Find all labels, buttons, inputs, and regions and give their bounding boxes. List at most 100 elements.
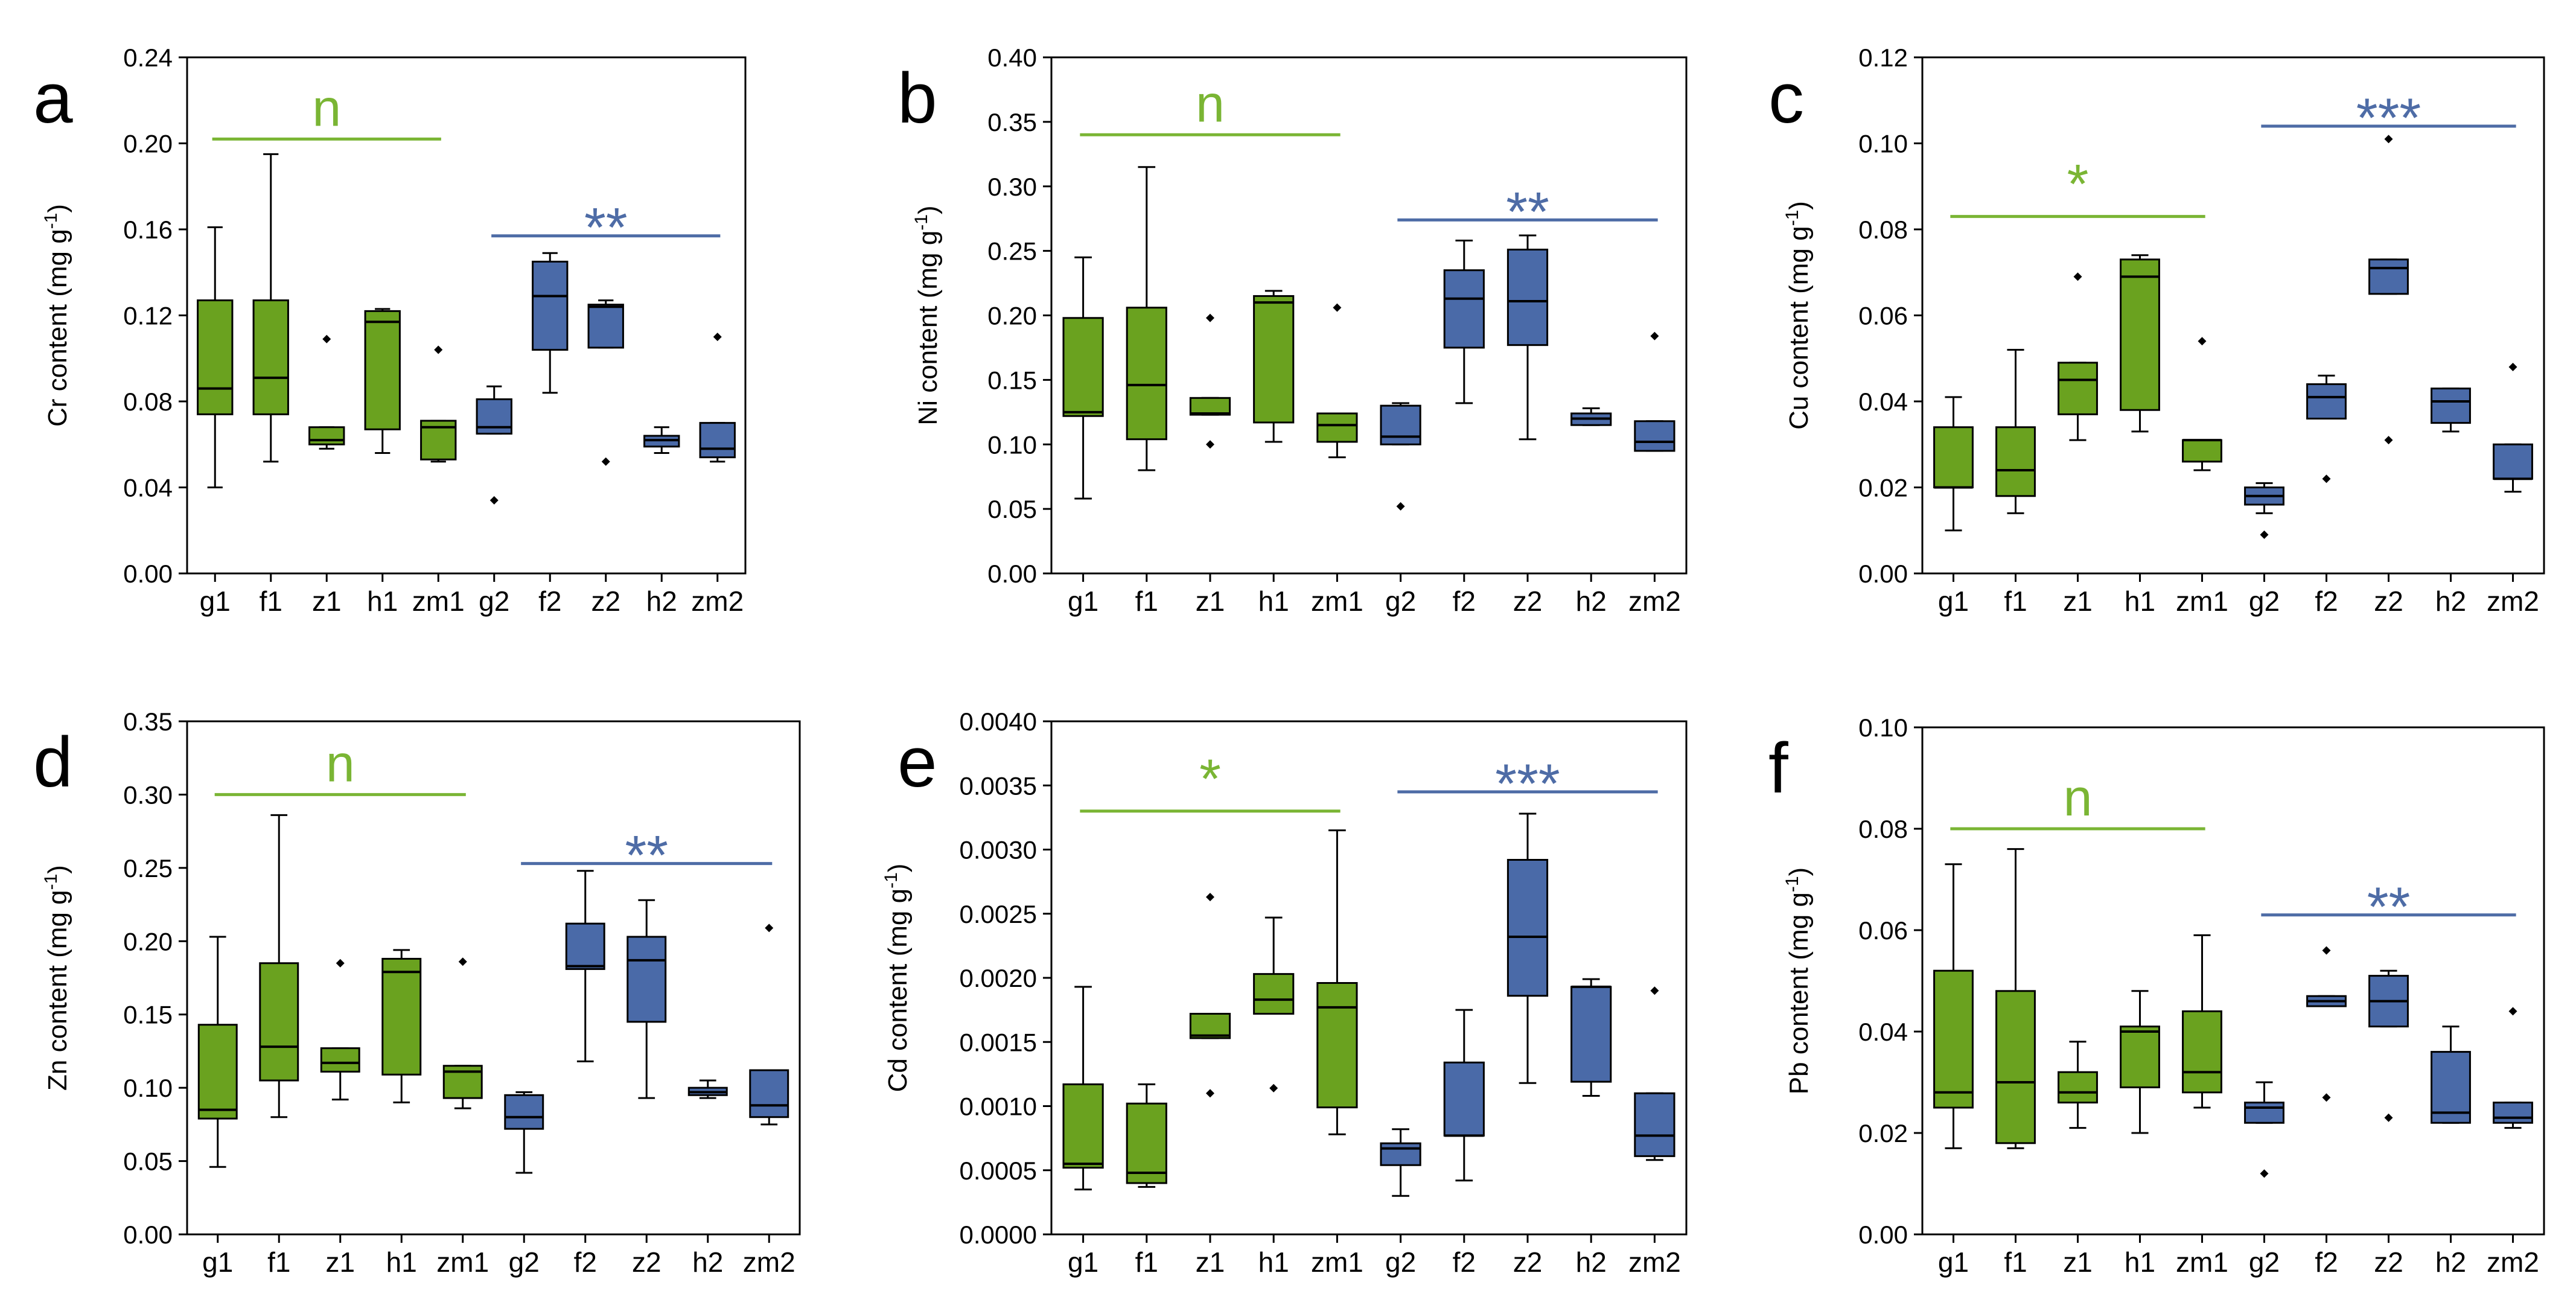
y-tick-label: 0.0040 xyxy=(960,707,1037,736)
box-body xyxy=(626,936,667,1023)
box-body xyxy=(565,922,605,970)
box-body xyxy=(2306,383,2347,420)
box-body xyxy=(308,426,345,445)
outlier-point xyxy=(2073,272,2082,281)
box-body xyxy=(364,310,401,430)
box-body xyxy=(2182,1010,2222,1094)
significance-label-group2: *** xyxy=(2356,88,2421,149)
box-f2 xyxy=(1443,1009,1485,1182)
box-h2 xyxy=(2431,388,2471,433)
y-tick-label: 0.35 xyxy=(123,707,173,736)
box-body xyxy=(1189,1013,1231,1039)
box-z1 xyxy=(2058,1041,2098,1129)
y-tick-label: 0.02 xyxy=(1858,1119,1908,1147)
box-body xyxy=(699,422,736,459)
outlier-point xyxy=(1333,303,1342,312)
box-body xyxy=(2120,1026,2160,1088)
y-tick-label: 0.10 xyxy=(987,430,1037,459)
x-tick-label: z1 xyxy=(312,585,342,617)
x-tick-label: f2 xyxy=(1453,1246,1476,1278)
box-body xyxy=(2493,443,2533,480)
x-tick-label: h2 xyxy=(1576,585,1607,617)
outlier-point xyxy=(2322,946,2331,955)
y-tick-label: 0.16 xyxy=(123,215,173,244)
y-tick-label: 0.00 xyxy=(987,560,1037,588)
box-f1 xyxy=(1995,349,2036,514)
x-tick-label: h1 xyxy=(386,1246,417,1278)
significance-label-group1: * xyxy=(2067,154,2089,215)
box-f1 xyxy=(1126,1083,1167,1188)
outlier-point xyxy=(713,333,722,342)
box-f1 xyxy=(252,153,289,463)
box-body xyxy=(476,398,512,435)
panel-label: c xyxy=(1768,59,1804,138)
y-tick-label: 0.04 xyxy=(1858,388,1908,416)
x-tick-label: z1 xyxy=(2063,1246,2093,1278)
y-tick-label: 0.08 xyxy=(1858,215,1908,244)
box-zm1 xyxy=(2182,934,2222,1109)
box-f1 xyxy=(1126,166,1167,471)
outlier-point xyxy=(458,957,467,966)
panel-label: f xyxy=(1768,729,1788,808)
box-body xyxy=(1126,307,1167,441)
box-f1 xyxy=(1995,848,2036,1149)
y-tick-label: 0.0005 xyxy=(960,1157,1037,1185)
x-tick-label: f2 xyxy=(2315,1246,2338,1278)
x-tick-label: h2 xyxy=(646,585,677,617)
y-tick-label: 0.08 xyxy=(1858,815,1908,843)
x-tick-label: z1 xyxy=(2063,585,2093,617)
x-tick-label: g1 xyxy=(1938,1246,1969,1278)
y-tick-label: 0.40 xyxy=(987,43,1037,72)
outlier-point xyxy=(2508,1007,2517,1016)
y-tick-label: 0.00 xyxy=(123,560,173,588)
y-tick-label: 0.02 xyxy=(1858,474,1908,502)
y-tick-label: 0.05 xyxy=(123,1147,173,1176)
x-tick-label: z2 xyxy=(2374,585,2403,617)
box-zm1 xyxy=(1316,303,1358,459)
significance-label-group2: ** xyxy=(2367,876,2411,938)
outlier-point xyxy=(601,457,610,466)
box-zm2 xyxy=(2493,363,2533,493)
box-body xyxy=(504,1094,544,1130)
x-tick-label: zm1 xyxy=(1311,1246,1363,1278)
y-tick-label: 0.0030 xyxy=(960,836,1037,864)
box-body xyxy=(2368,258,2409,295)
y-tick-label: 0.0035 xyxy=(960,771,1037,800)
y-tick-label: 0.15 xyxy=(987,366,1037,394)
x-tick-label: f1 xyxy=(1135,585,1158,617)
box-f2 xyxy=(565,870,605,1062)
box-body xyxy=(1380,404,1421,445)
x-tick-label: h1 xyxy=(2125,585,2155,617)
box-f2 xyxy=(2306,374,2347,483)
y-tick-label: 0.06 xyxy=(1858,302,1908,330)
outlier-point xyxy=(1206,1089,1214,1098)
box-zm1 xyxy=(1316,829,1358,1135)
outlier-point xyxy=(765,924,774,933)
box-body xyxy=(1443,269,1485,349)
box-z1 xyxy=(2058,272,2098,441)
box-body xyxy=(320,1047,360,1073)
significance-label-group2: ** xyxy=(625,825,668,887)
x-tick-label: z1 xyxy=(1196,1246,1225,1278)
y-tick-label: 0.20 xyxy=(123,130,173,158)
box-body xyxy=(197,1024,238,1120)
x-tick-label: h1 xyxy=(1258,585,1289,617)
outlier-point xyxy=(2260,1169,2269,1178)
box-zm2 xyxy=(699,333,736,463)
y-axis-label: Zn content (mg g-1) xyxy=(41,865,73,1091)
box-z2 xyxy=(626,899,667,1099)
box-h1 xyxy=(2120,254,2160,433)
outlier-point xyxy=(1206,893,1214,902)
x-tick-label: h2 xyxy=(1576,1246,1607,1278)
box-g2 xyxy=(1380,1128,1421,1197)
box-body xyxy=(1443,1061,1485,1137)
panel-d: d 0.00 0.05 0.10 0.15 0.20 0.25 0.30 0.35 Zn cont… xyxy=(33,707,801,1278)
box-z1 xyxy=(308,334,345,450)
x-tick-label: z2 xyxy=(2374,1246,2403,1278)
y-tick-label: 0.00 xyxy=(123,1220,173,1249)
outlier-point xyxy=(1650,331,1659,340)
x-tick-label: f2 xyxy=(538,585,561,617)
y-tick-label: 0.24 xyxy=(123,43,173,72)
box-body xyxy=(1506,248,1549,346)
